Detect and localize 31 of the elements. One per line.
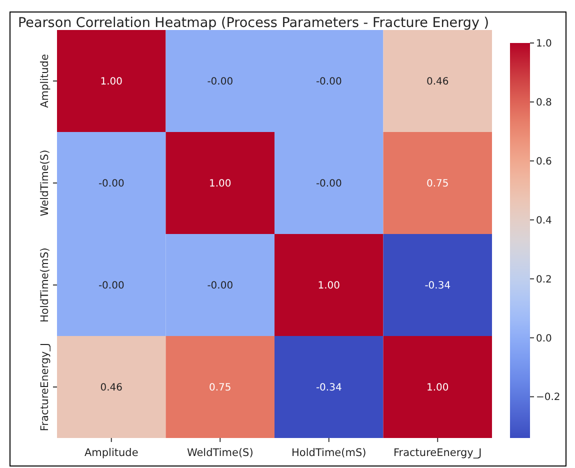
data-label: -0.00 [98, 178, 124, 190]
y-tick-label: WeldTime(S) [39, 150, 51, 216]
color-bar-label: 1.0 [536, 38, 552, 50]
data-label: 0.75 [426, 178, 449, 190]
data-label: -0.34 [424, 280, 451, 292]
data-label: 1.00 [100, 76, 123, 88]
data-label: -0.34 [316, 382, 342, 394]
x-tick-label: WeldTime(S) [186, 447, 254, 459]
data-label: 0.75 [208, 382, 232, 394]
data-label: 1.00 [426, 382, 449, 394]
x-tick-label: Amplitude [84, 447, 138, 459]
color-bar-label: 0.6 [536, 156, 552, 168]
data-label: -0.00 [207, 280, 234, 292]
data-label: -0.00 [316, 178, 342, 190]
data-label: -0.00 [316, 76, 342, 88]
data-label: 0.46 [426, 76, 449, 88]
y-tick-label: Amplitude [39, 54, 51, 108]
data-label: 1.00 [208, 178, 232, 190]
data-label: -0.00 [98, 280, 124, 292]
x-tick-label: HoldTime(mS) [292, 447, 366, 459]
chart-title: Pearson Correlation Heatmap (Process Parameters - Fracture Energy ) [18, 15, 490, 31]
data-label: 1.00 [318, 280, 340, 292]
color-bar-label: −0.2 [536, 392, 560, 404]
data-label: -0.00 [207, 76, 234, 88]
data-label: 0.46 [100, 382, 123, 394]
color-bar-label: 0.0 [536, 333, 552, 344]
color-bar-label: 0.4 [536, 215, 552, 226]
color-bar-label: 0.2 [536, 274, 552, 286]
x-tick-label: FractureEnergy_J [394, 447, 482, 459]
y-tick-label: HoldTime(mS) [39, 248, 51, 322]
color-bar-label: 0.8 [536, 97, 552, 108]
